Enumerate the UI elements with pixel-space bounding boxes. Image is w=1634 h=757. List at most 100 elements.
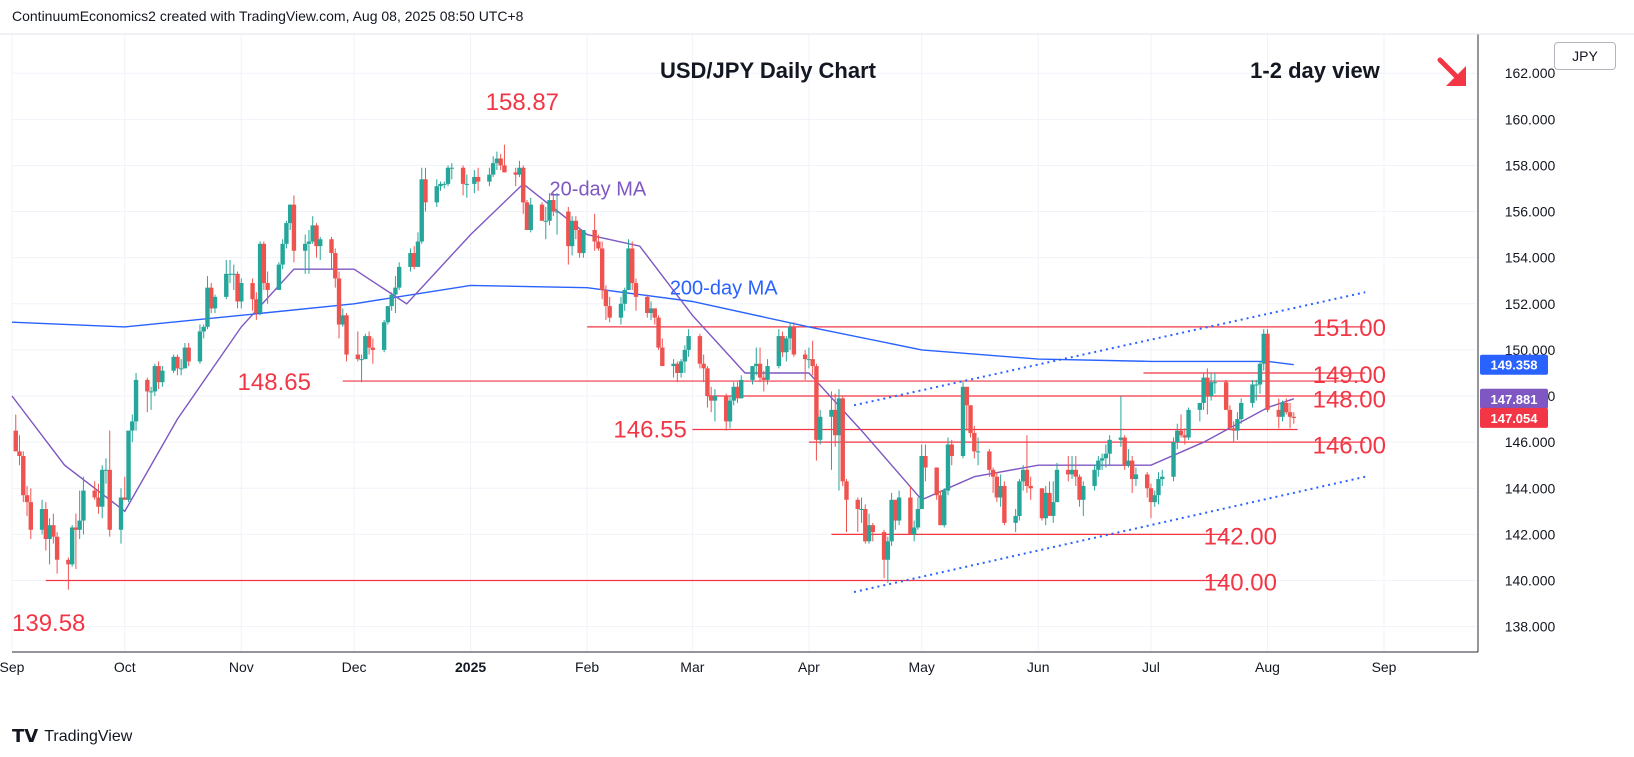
candle-body (438, 183, 443, 187)
y-tick-label: 160.000 (1505, 111, 1556, 127)
candle-body (990, 469, 996, 477)
candle-body (599, 248, 605, 290)
candle-body (630, 248, 635, 284)
candle-body (1002, 485, 1007, 523)
candle-body (209, 287, 214, 309)
candle-body (1235, 419, 1240, 431)
candle-body (543, 220, 548, 222)
candle-body (754, 363, 759, 367)
candle-body (494, 158, 500, 164)
candle-body (231, 273, 236, 275)
candle-body (310, 225, 315, 242)
candle-body (133, 379, 139, 422)
ma200-line (11, 284, 1294, 366)
candle-body (227, 273, 233, 275)
candle-body (265, 283, 270, 290)
price-badge-label: 147.881 (1491, 392, 1538, 407)
candle-body (329, 239, 334, 254)
x-tick-label: Aug (1255, 659, 1280, 675)
candle-body (291, 204, 297, 251)
candle-body (1066, 469, 1071, 475)
candle-body (1186, 409, 1191, 438)
candle-body (712, 396, 718, 401)
candle-body (130, 421, 135, 431)
candle-body (551, 200, 556, 212)
candle-body (1028, 485, 1033, 489)
level-label: 146.00 (1313, 432, 1386, 459)
candle-body (840, 398, 845, 482)
candle-body (911, 527, 917, 535)
price-badge (1480, 354, 1548, 375)
candle-body (581, 230, 586, 254)
candle-body (490, 163, 496, 175)
candle-body (287, 204, 293, 224)
candle-body (257, 243, 263, 314)
candle-body (870, 525, 876, 533)
arrow-head (1446, 66, 1466, 86)
candle-body (836, 398, 842, 436)
y-tick-label: 144.000 (1505, 480, 1556, 496)
candle-body (517, 167, 522, 175)
candle-body (1043, 492, 1048, 519)
candle-body (318, 239, 323, 247)
candle-body (1092, 469, 1097, 486)
candle-body (77, 520, 82, 530)
candle-body (28, 502, 33, 530)
candle-body (1126, 460, 1131, 466)
candle-body (363, 336, 368, 360)
candle-body (724, 396, 729, 422)
tradingview-logo[interactable]: TV TradingView (12, 726, 132, 747)
candle-body (66, 559, 71, 565)
candle-body (276, 264, 282, 290)
candle-body (1265, 333, 1270, 410)
candle-body (152, 366, 158, 392)
level-label: 148.65 (238, 369, 311, 396)
candle-body (817, 416, 823, 440)
candle-body (464, 183, 470, 185)
x-tick-label: Apr (798, 659, 820, 675)
chart-credit: ContinuumEconomics2 created with Trading… (12, 8, 524, 24)
candle-body (972, 432, 977, 452)
candle-body (521, 167, 526, 203)
x-tick-label: Mar (680, 659, 704, 675)
candle-body (1205, 377, 1210, 397)
candle-body (118, 497, 124, 530)
level-label: 140.00 (1204, 570, 1277, 597)
candle-body (994, 476, 1000, 498)
candle-body (21, 455, 26, 496)
down-right-arrow-icon (1437, 57, 1466, 86)
candle-body (336, 278, 342, 325)
candle-body (412, 253, 417, 267)
candle-body (934, 467, 939, 496)
candle-body (750, 366, 755, 380)
candle-body (156, 366, 161, 383)
candle-body (893, 499, 898, 521)
level-label: 158.87 (486, 89, 559, 116)
candle-body (539, 204, 545, 221)
candle-body (705, 368, 710, 397)
candles (13, 144, 1297, 590)
level-label: 151.00 (1313, 315, 1386, 342)
currency-selector[interactable]: JPY (1554, 42, 1616, 70)
candle-body (573, 220, 579, 231)
price-badge (1480, 407, 1548, 428)
horizontal-levels (45, 326, 1366, 582)
candle-body (866, 525, 872, 542)
candle-body (603, 289, 609, 307)
x-tick-label: Sep (1372, 659, 1397, 675)
candle-body (235, 273, 240, 302)
candle-body (859, 509, 864, 511)
candle-body (96, 497, 101, 507)
candle-body (1280, 402, 1285, 417)
x-tick-label: Feb (575, 659, 599, 675)
candle-body (569, 220, 575, 247)
candle-body (945, 444, 951, 491)
candle-body (43, 509, 49, 540)
ma20-line (11, 182, 1295, 513)
x-tick-label: Jul (1142, 659, 1160, 675)
candle-body (1047, 492, 1052, 516)
candle-body (359, 359, 364, 361)
candle-body (547, 200, 552, 221)
y-tick-label: 140.000 (1505, 573, 1556, 589)
